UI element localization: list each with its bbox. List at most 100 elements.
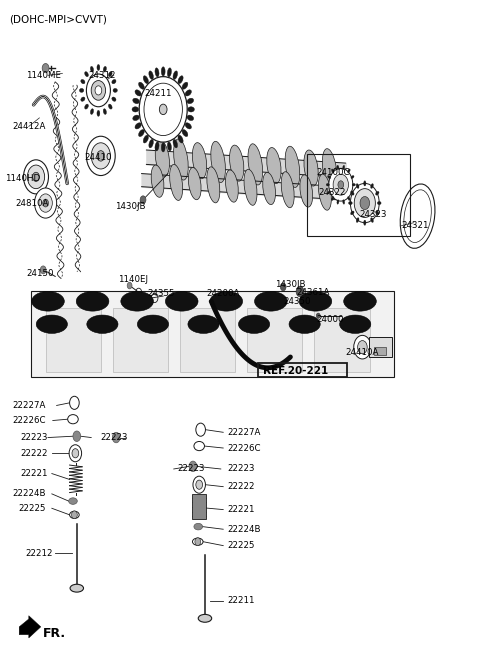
Text: 22211: 22211 [227,596,254,605]
Ellipse shape [281,172,294,208]
Circle shape [196,480,203,489]
Ellipse shape [371,217,373,223]
Ellipse shape [108,104,112,109]
Ellipse shape [70,511,79,519]
Text: 22227A: 22227A [12,401,46,410]
Ellipse shape [344,291,376,311]
Ellipse shape [339,315,371,333]
Ellipse shape [174,139,188,180]
Ellipse shape [155,140,169,176]
Text: (DOHC-MPI>CVVT): (DOHC-MPI>CVVT) [10,14,108,24]
Ellipse shape [32,291,64,311]
Ellipse shape [188,315,219,333]
Ellipse shape [169,164,182,200]
Circle shape [42,64,49,73]
Text: 24322: 24322 [319,188,346,197]
Ellipse shape [168,142,171,151]
Ellipse shape [187,98,193,103]
Bar [258,363,347,377]
Ellipse shape [267,147,281,183]
Ellipse shape [132,107,139,112]
Circle shape [86,74,110,107]
Ellipse shape [198,614,212,622]
Text: REF.20-221: REF.20-221 [263,366,328,377]
Text: 24000: 24000 [317,315,344,324]
Ellipse shape [70,584,84,592]
Ellipse shape [151,165,164,197]
Circle shape [43,199,48,207]
Ellipse shape [377,202,381,204]
Ellipse shape [343,165,345,170]
Text: 24412A: 24412A [12,122,46,131]
Bar [369,337,392,357]
Ellipse shape [323,149,337,190]
Ellipse shape [289,315,320,333]
Bar [314,308,370,372]
Text: 24810A: 24810A [16,198,49,208]
Ellipse shape [285,146,300,187]
Circle shape [40,266,46,274]
Ellipse shape [299,291,332,311]
Ellipse shape [263,172,276,204]
Circle shape [159,104,167,115]
Ellipse shape [348,196,350,200]
Ellipse shape [135,122,141,129]
Ellipse shape [121,291,154,311]
Circle shape [112,432,120,443]
Ellipse shape [337,165,339,170]
Circle shape [358,341,367,354]
Ellipse shape [331,196,334,200]
Ellipse shape [188,107,194,112]
Text: 22225: 22225 [227,541,254,550]
Ellipse shape [356,183,359,189]
Ellipse shape [226,170,238,202]
Ellipse shape [343,200,345,204]
Ellipse shape [155,68,159,77]
Circle shape [329,168,353,201]
Ellipse shape [149,140,154,148]
Ellipse shape [178,76,183,84]
Text: 22223: 22223 [178,464,205,474]
Circle shape [91,143,110,169]
Text: 24312: 24312 [89,71,116,80]
Ellipse shape [84,71,88,77]
Ellipse shape [327,191,331,194]
Ellipse shape [166,291,198,311]
Text: 22222: 22222 [227,482,254,491]
Bar [192,494,206,519]
Circle shape [360,196,370,210]
Circle shape [73,431,81,441]
Ellipse shape [375,211,379,215]
Polygon shape [31,291,394,377]
Ellipse shape [90,109,94,115]
Ellipse shape [185,90,192,96]
Circle shape [72,511,77,519]
Text: 1140ME: 1140ME [26,71,61,80]
Ellipse shape [350,191,354,195]
Circle shape [27,165,45,189]
Circle shape [69,445,82,462]
Ellipse shape [173,71,178,79]
Text: 22224B: 22224B [12,489,46,498]
Ellipse shape [155,142,159,151]
Circle shape [196,423,205,436]
Circle shape [296,286,304,297]
Ellipse shape [229,145,244,181]
Ellipse shape [139,82,144,89]
Ellipse shape [188,168,201,200]
Ellipse shape [371,183,373,189]
Text: 1430JB: 1430JB [275,280,305,290]
Circle shape [140,196,146,204]
Ellipse shape [97,111,100,117]
Ellipse shape [149,71,154,79]
Ellipse shape [352,183,355,186]
Text: 22223: 22223 [227,464,254,474]
Text: 24200A: 24200A [206,289,240,298]
Ellipse shape [90,66,94,72]
Ellipse shape [327,176,331,179]
Text: 22222: 22222 [20,449,48,458]
Text: 1430JB: 1430JB [115,202,146,211]
Ellipse shape [168,68,171,77]
Text: 24323: 24323 [359,210,386,219]
Text: 22226C: 22226C [227,443,261,453]
